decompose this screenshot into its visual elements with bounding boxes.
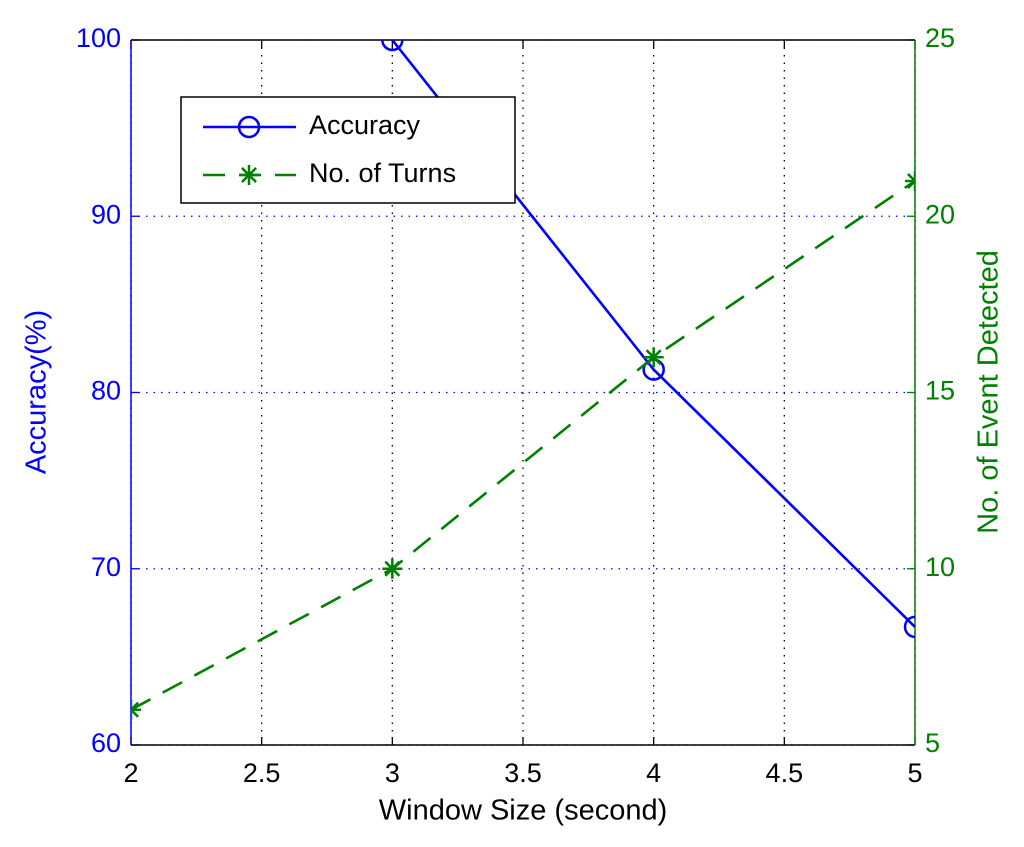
y2-tick-label: 5 [925, 728, 940, 758]
y-tick-label: 70 [91, 552, 121, 582]
x-axis-label: Window Size (second) [379, 795, 668, 827]
series-line [131, 179, 915, 711]
y2-axis-label: No. of Event Detected [973, 250, 1005, 534]
y2-tick-label: 15 [925, 376, 955, 406]
legend-label: No. of Turns [309, 158, 456, 188]
y2-tick-label: 20 [925, 199, 955, 229]
marker [905, 171, 915, 191]
x-tick-label: 4.5 [766, 758, 804, 788]
marker [131, 699, 141, 720]
x-tick-label: 2.5 [243, 758, 281, 788]
legend-box [180, 96, 516, 204]
marker [381, 40, 404, 52]
x-tick-label: 4 [646, 758, 661, 788]
legend-label: Accuracy [309, 110, 421, 140]
marker [382, 558, 403, 579]
y-tick-label: 90 [91, 199, 121, 229]
y-axis-label: Accuracy(%) [21, 310, 53, 474]
x-tick-label: 3.5 [504, 758, 542, 788]
y-tick-label: 60 [91, 728, 121, 758]
y2-tick-label: 25 [925, 23, 955, 53]
y-tick-label: 100 [76, 23, 121, 53]
marker [903, 615, 915, 639]
x-tick-label: 3 [385, 758, 400, 788]
marker [643, 347, 664, 368]
y2-tick-label: 10 [925, 552, 955, 582]
legend-marker [239, 165, 259, 185]
y-tick-label: 80 [91, 376, 121, 406]
legend-marker [237, 115, 261, 139]
x-tick-label: 2 [123, 758, 138, 788]
x-tick-label: 5 [907, 758, 922, 788]
